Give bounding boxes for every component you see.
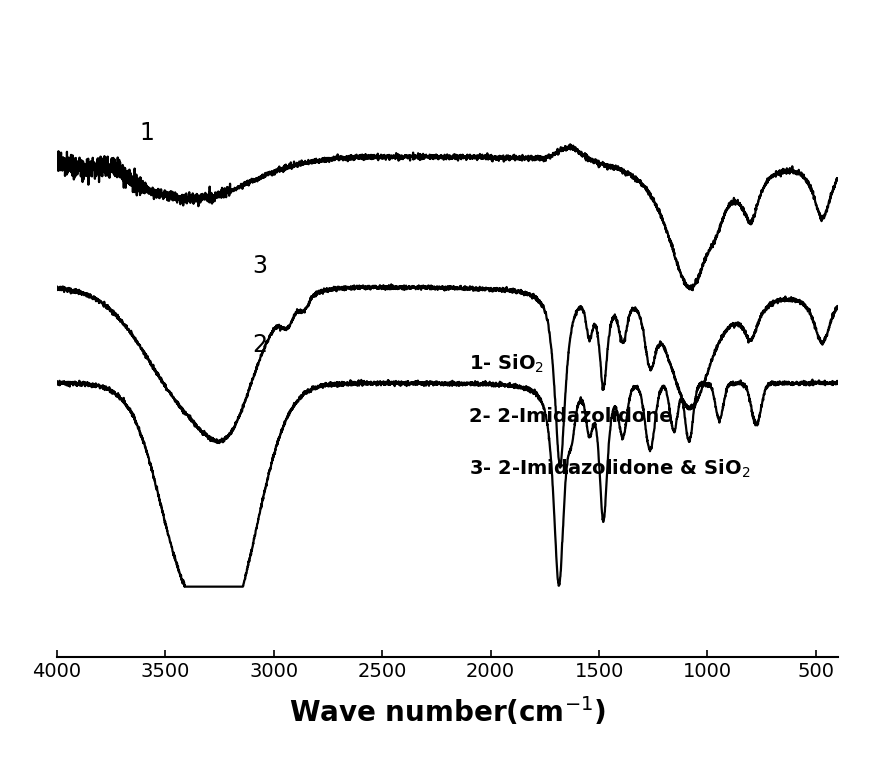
Text: 1- SiO$_2$: 1- SiO$_2$ [468, 352, 543, 375]
X-axis label: Wave number(cm$^{-1}$): Wave number(cm$^{-1}$) [289, 695, 605, 728]
Text: 3: 3 [252, 254, 267, 278]
Text: 2: 2 [252, 333, 267, 356]
Text: 2- 2-Imidazolidone: 2- 2-Imidazolidone [468, 407, 672, 426]
Text: 1: 1 [139, 121, 154, 145]
Text: 3- 2-Imidazolidone & SiO$_2$: 3- 2-Imidazolidone & SiO$_2$ [468, 457, 749, 480]
